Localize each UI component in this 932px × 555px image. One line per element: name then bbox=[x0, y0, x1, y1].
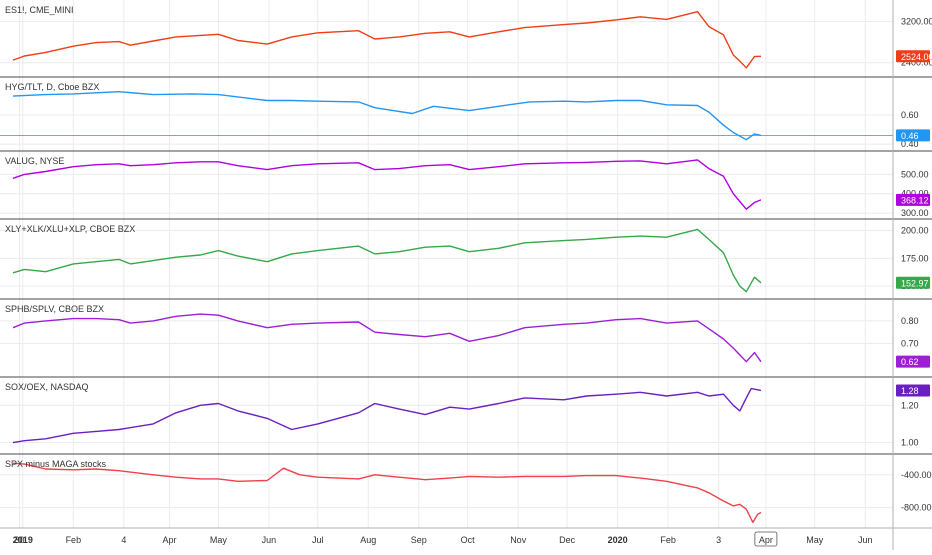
y-tick-label: 2400.00 bbox=[901, 58, 932, 68]
y-tick-label: 1.20 bbox=[901, 400, 919, 410]
last-value-tag bbox=[896, 384, 930, 397]
last-value-label: 0.46 bbox=[901, 131, 919, 141]
x-tick-label: Apr bbox=[759, 535, 773, 545]
y-tick-label: 400.00 bbox=[901, 189, 929, 199]
y-tick-label: 0.40 bbox=[901, 139, 919, 149]
pane-title: SPHB/SPLV, CBOE BZX bbox=[5, 304, 104, 314]
y-tick-label: 200.00 bbox=[901, 226, 929, 236]
series-line-4 bbox=[12, 228, 762, 293]
x-tick-label: 4 bbox=[121, 535, 126, 545]
x-tick-label: Feb bbox=[660, 535, 676, 545]
pane-title: VALUG, NYSE bbox=[5, 156, 64, 166]
x-tick-label: Dec bbox=[559, 535, 576, 545]
y-tick-label: 300.00 bbox=[901, 208, 929, 218]
last-value-tag bbox=[896, 355, 930, 368]
last-value-label: 1.28 bbox=[901, 386, 919, 396]
last-value-label: 152.97 bbox=[901, 278, 929, 288]
last-value-tag bbox=[896, 129, 930, 142]
x-tick-label: May bbox=[210, 535, 228, 545]
y-tick-label: 0.70 bbox=[901, 339, 919, 349]
series-line-2 bbox=[12, 91, 762, 141]
series-line-6 bbox=[12, 387, 762, 444]
series-line-1 bbox=[12, 11, 762, 69]
pane-title: ES1!, CME_MINI bbox=[5, 5, 74, 15]
last-value-tag bbox=[896, 193, 930, 206]
pane-title: SOX/OEX, NASDAQ bbox=[5, 382, 89, 392]
x-tick-label: Feb bbox=[66, 535, 82, 545]
y-tick-label: 500.00 bbox=[901, 169, 929, 179]
pane-title: SPX minus MAGA stocks bbox=[5, 459, 107, 469]
pane-title: HYG/TLT, D, Cboe BZX bbox=[5, 82, 99, 92]
last-value-tag bbox=[896, 276, 930, 289]
y-tick-label: -400.00 bbox=[901, 470, 932, 480]
y-tick-label: 0.60 bbox=[901, 110, 919, 120]
x-tick-label: Sep bbox=[411, 535, 427, 545]
x-tick-label: 2020 bbox=[608, 535, 628, 545]
y-tick-label: -800.00 bbox=[901, 503, 932, 513]
series-line-5 bbox=[12, 313, 762, 363]
pane-title: XLY+XLK/XLU+XLP, CBOE BZX bbox=[5, 224, 135, 234]
x-tick-label: Oct bbox=[461, 535, 476, 545]
x-tick-label: Apr bbox=[162, 535, 176, 545]
x-tick-label: Aug bbox=[360, 535, 376, 545]
y-tick-label: 1.00 bbox=[901, 438, 919, 448]
y-tick-label: 0.80 bbox=[901, 316, 919, 326]
last-value-tag bbox=[896, 50, 930, 63]
last-value-label: 2524.00 bbox=[901, 52, 932, 62]
series-line-3 bbox=[12, 159, 762, 210]
last-value-label: 0.62 bbox=[901, 357, 919, 367]
x-tick-label: 2019 bbox=[13, 535, 33, 545]
current-date-marker bbox=[754, 531, 778, 547]
x-tick-label: Jun bbox=[262, 535, 277, 545]
x-tick-label: 3 bbox=[716, 535, 721, 545]
series-line-7 bbox=[12, 462, 762, 524]
x-tick-label: May bbox=[806, 535, 824, 545]
x-tick-label: Jul bbox=[312, 535, 324, 545]
y-tick-label: 175.00 bbox=[901, 253, 929, 263]
x-tick-label: Nov bbox=[510, 535, 527, 545]
last-value-label: 368.12 bbox=[901, 195, 929, 205]
x-tick-label: 30 bbox=[15, 535, 25, 545]
y-tick-label: 3200.00 bbox=[901, 16, 932, 26]
x-tick-label: Jun bbox=[858, 535, 873, 545]
